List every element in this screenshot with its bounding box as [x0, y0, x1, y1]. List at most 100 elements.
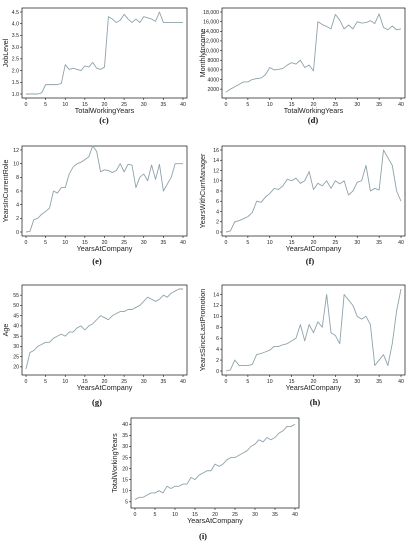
y-tick-label: 2 — [16, 216, 19, 222]
x-axis-label: YearsAtCompany — [187, 516, 243, 525]
y-tick-label: 10,000 — [203, 48, 219, 54]
x-tick-label: 35 — [160, 379, 166, 385]
x-tick-label: 20 — [311, 102, 317, 108]
y-tick-label: 12 — [213, 168, 219, 174]
chart-panel-5: 0 5 10 15 20 25 30 35 40 20 25 30 35 40 45 50 55 YearsAtC… — [1, 284, 188, 407]
x-tick-label: 40 — [398, 102, 404, 108]
x-tick-label: 35 — [376, 379, 382, 385]
y-tick-label: 35 — [122, 433, 128, 439]
y-tick-label: 8 — [216, 189, 219, 195]
x-tick-label: 40 — [180, 379, 186, 385]
y-tick-label: 6 — [216, 199, 219, 205]
y-tick-label: 2.0 — [12, 68, 19, 74]
x-tick-label: 5 — [246, 102, 249, 108]
x-tick-label: 10 — [267, 240, 273, 246]
chart-panel-7: 0 5 10 15 20 25 30 35 40510152025303540YearsAtCo… — [110, 417, 300, 541]
y-tick-label: 14,000 — [203, 29, 219, 35]
x-tick-label: 0 — [134, 512, 137, 518]
y-tick-label: 4 — [216, 209, 219, 215]
y-axis-label: YearsWithCurrManager — [198, 153, 207, 228]
y-tick-label: 5 — [125, 500, 128, 506]
x-tick-label: 25 — [121, 379, 127, 385]
x-tick-label: 15 — [192, 512, 198, 518]
series-line — [25, 145, 183, 233]
y-tick-label: 6 — [16, 189, 19, 195]
y-tick-label: 0 — [216, 230, 219, 236]
y-tick-label: 10 — [213, 314, 219, 320]
x-tick-label: 20 — [102, 379, 108, 385]
plot-frame — [221, 145, 406, 237]
x-tick-label: 20 — [311, 379, 317, 385]
x-tick-label: 15 — [82, 240, 88, 246]
x-axis-label: YearsAtCompany — [77, 244, 133, 253]
x-tick-label: 5 — [44, 379, 47, 385]
x-tick-label: 15 — [82, 379, 88, 385]
y-tick-label: 1.0 — [12, 92, 19, 98]
x-tick-label: 25 — [332, 240, 338, 246]
x-tick-label: 30 — [141, 379, 147, 385]
x-tick-label: 10 — [62, 240, 68, 246]
x-tick-label: 35 — [160, 102, 166, 108]
x-tick-label: 0 — [25, 240, 28, 246]
series-line — [25, 288, 183, 370]
y-tick-label: 10 — [13, 161, 19, 167]
plot-frame — [221, 7, 406, 99]
chart-panel-6: 0 5 10 15 20 25 30 35 40 0 2 4 6 8 10 12 14 YearsAtCompan… — [198, 284, 406, 407]
x-tick-label: 25 — [121, 240, 127, 246]
y-tick-label: 0 — [216, 369, 219, 375]
x-tick-label: 40 — [398, 379, 404, 385]
y-tick-label: 20 — [13, 365, 19, 371]
x-tick-label: 30 — [354, 240, 360, 246]
x-tick-label: 10 — [267, 379, 273, 385]
y-tick-label: 16,000 — [203, 19, 219, 25]
series-line — [225, 13, 402, 93]
panel-caption: (c) — [99, 115, 109, 125]
x-tick-label: 0 — [225, 240, 228, 246]
y-tick-label: 50 — [13, 303, 19, 309]
y-tick-label: 4000 — [207, 77, 219, 83]
x-axis-label: TotalWorkingYears — [284, 106, 344, 115]
y-tick-label: 12,000 — [203, 39, 219, 45]
y-tick-label: 14 — [213, 158, 219, 164]
y-tick-label: 30 — [13, 344, 19, 350]
y-axis-label: Age — [1, 324, 10, 337]
y-tick-label: 16 — [213, 148, 219, 154]
y-axis-label: TotalWorkingYears — [110, 433, 119, 493]
y-tick-label: 8 — [16, 175, 19, 181]
x-tick-label: 5 — [44, 102, 47, 108]
y-tick-label: 2 — [216, 358, 219, 364]
y-tick-label: 14 — [213, 292, 219, 298]
x-tick-label: 5 — [246, 240, 249, 246]
x-tick-label: 35 — [160, 240, 166, 246]
series-line — [225, 288, 402, 372]
x-tick-label: 25 — [232, 512, 238, 518]
series-line — [134, 423, 296, 500]
x-tick-label: 10 — [267, 102, 273, 108]
x-tick-label: 30 — [354, 102, 360, 108]
y-tick-label: 55 — [13, 293, 19, 299]
panel-caption: (e) — [92, 256, 102, 266]
x-tick-label: 40 — [180, 240, 186, 246]
y-axis-label: JobLevel — [1, 38, 10, 67]
y-tick-label: 10 — [122, 489, 128, 495]
x-tick-label: 5 — [246, 379, 249, 385]
x-tick-label: 10 — [62, 379, 68, 385]
panel-caption: (f) — [306, 256, 315, 266]
y-tick-label: 4 — [16, 202, 19, 208]
x-tick-label: 40 — [180, 102, 186, 108]
x-tick-label: 5 — [44, 240, 47, 246]
x-axis-label: YearsAtCompany — [77, 383, 133, 392]
y-axis-label: MonthlyIncome — [198, 29, 207, 78]
x-tick-label: 40 — [292, 512, 298, 518]
y-tick-label: 1.5 — [12, 80, 19, 86]
series-line — [225, 149, 402, 233]
x-tick-label: 30 — [354, 379, 360, 385]
x-tick-label: 25 — [332, 379, 338, 385]
y-tick-label: 18,000 — [203, 10, 219, 16]
panel-caption: (d) — [308, 115, 319, 125]
y-tick-label: 6000 — [207, 68, 219, 74]
y-tick-label: 4.0 — [12, 22, 19, 28]
x-tick-label: 15 — [289, 379, 295, 385]
x-tick-label: 15 — [289, 240, 295, 246]
